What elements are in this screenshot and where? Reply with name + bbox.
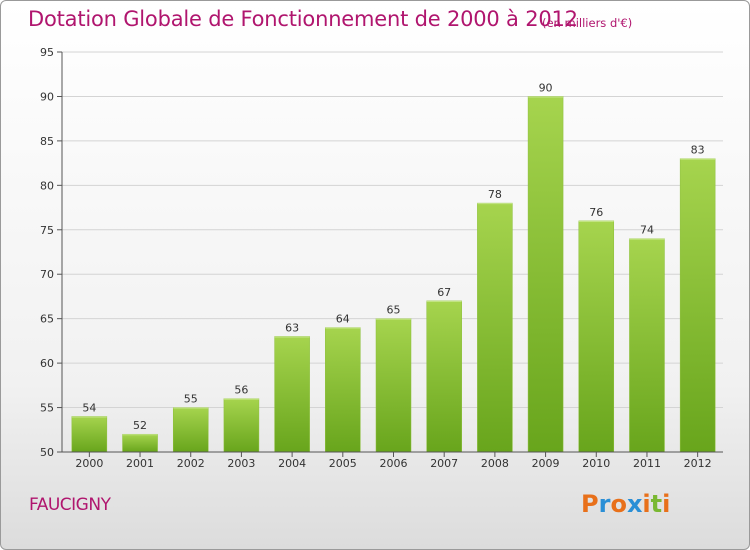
proxiti-logo: Proxiti — [581, 490, 670, 518]
chart-subtitle: (en milliers d'€) — [542, 16, 633, 30]
logo-letter: x — [626, 490, 643, 518]
value-label-2007: 67 — [437, 286, 451, 299]
logo-letter: P — [581, 490, 599, 518]
bar-2009 — [527, 96, 564, 453]
bar-2000 — [71, 416, 108, 453]
y-tick-label: 70 — [40, 268, 54, 281]
bar-2007 — [426, 300, 462, 453]
bar-2003 — [223, 398, 260, 453]
y-tick-label: 95 — [40, 46, 54, 59]
value-label-2009: 90 — [539, 81, 553, 94]
value-label-2005: 64 — [336, 313, 350, 326]
bar-2005 — [325, 327, 361, 453]
bar-2010 — [578, 220, 615, 453]
x-tick-label-2004: 2004 — [278, 457, 306, 470]
value-label-2000: 54 — [82, 401, 96, 414]
y-tick-label: 50 — [40, 446, 54, 459]
value-label-2004: 63 — [285, 321, 299, 334]
x-tick-label-2002: 2002 — [177, 457, 205, 470]
bar-2001 — [122, 433, 158, 453]
logo-letter: o — [610, 490, 627, 518]
value-label-2003: 56 — [234, 384, 248, 397]
y-tick-label: 75 — [40, 224, 54, 237]
bars: 54 52 55 56 63 64 65 67 78 90 76 74 83 — [71, 81, 716, 453]
chart-title: Dotation Globale de Fonctionnement de 20… — [28, 7, 578, 31]
logo-letter: i — [642, 490, 651, 518]
x-tick-label-2006: 2006 — [380, 457, 408, 470]
value-label-2011: 74 — [640, 224, 654, 237]
axes: 50 55 60 65 70 75 80 85 90 95 2000 2001 2002 2003 2004… — [40, 46, 723, 470]
y-tick-label: 80 — [40, 179, 54, 192]
value-label-2006: 65 — [387, 304, 401, 317]
value-label-2012: 83 — [691, 144, 705, 157]
bar-2012 — [679, 158, 716, 453]
value-label-2010: 76 — [589, 206, 603, 219]
x-tick-label-2003: 2003 — [227, 457, 255, 470]
x-tick-label-2009: 2009 — [532, 457, 560, 470]
value-label-2008: 78 — [488, 188, 502, 201]
bar-2011 — [629, 238, 665, 453]
bar-2004 — [274, 336, 310, 453]
x-tick-label-2010: 2010 — [582, 457, 610, 470]
x-tick-label-2005: 2005 — [329, 457, 357, 470]
x-tick-label-2001: 2001 — [126, 457, 154, 470]
logo-letter: i — [662, 490, 671, 518]
y-tick-label: 60 — [40, 357, 54, 370]
bar-2002 — [172, 407, 209, 453]
commune-name: FAUCIGNY — [29, 495, 111, 515]
value-label-2002: 55 — [184, 393, 198, 406]
logo-letter: t — [650, 490, 663, 518]
value-label-2001: 52 — [133, 419, 147, 432]
y-tick-label: 55 — [40, 402, 54, 415]
bar-2008 — [477, 202, 513, 453]
y-tick-label: 90 — [40, 90, 54, 103]
bar-2006 — [375, 318, 412, 453]
x-tick-label-2011: 2011 — [633, 457, 661, 470]
y-tick-label: 65 — [40, 313, 54, 326]
x-tick-label-2000: 2000 — [75, 457, 103, 470]
x-tick-label-2008: 2008 — [481, 457, 509, 470]
logo-letter: r — [598, 490, 611, 518]
x-tick-label-2007: 2007 — [430, 457, 458, 470]
x-tick-label-2012: 2012 — [684, 457, 712, 470]
y-tick-label: 85 — [40, 135, 54, 148]
